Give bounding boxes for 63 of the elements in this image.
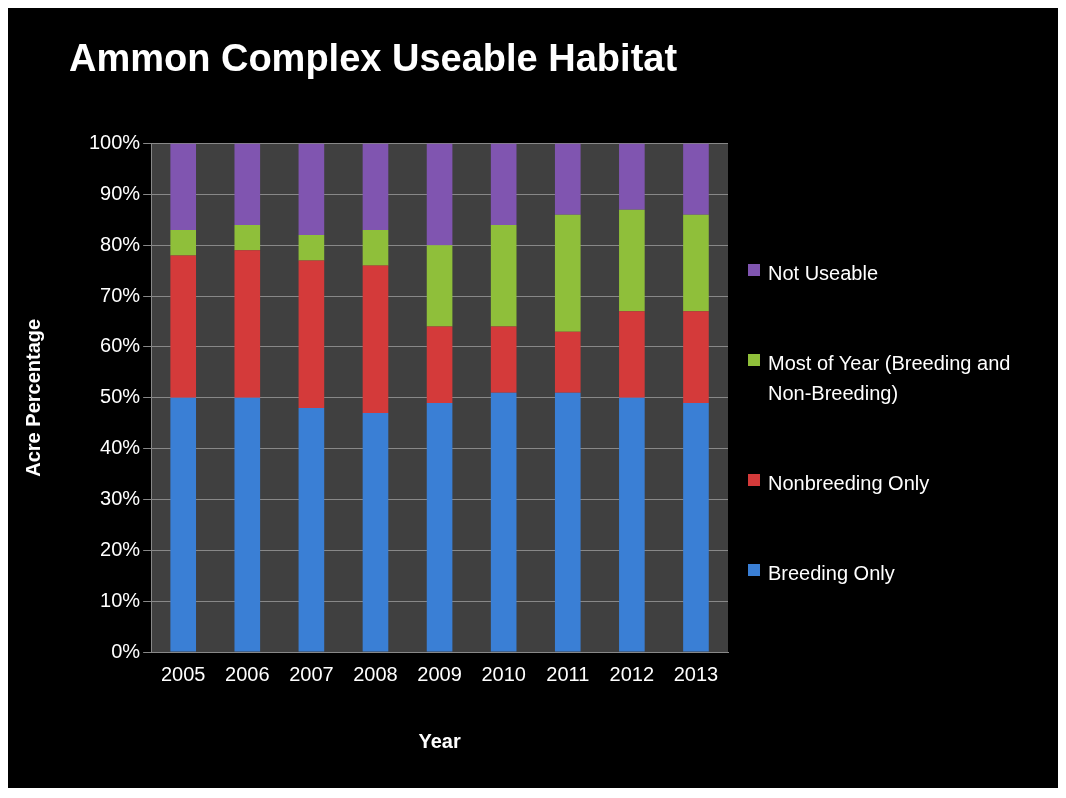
bar	[426, 245, 453, 327]
bar	[490, 392, 517, 652]
bar	[619, 143, 645, 210]
bar	[362, 265, 389, 414]
bar	[298, 260, 325, 408]
bar	[619, 209, 645, 312]
bar	[234, 397, 261, 652]
bar	[554, 214, 581, 332]
bar	[490, 143, 517, 225]
bar	[554, 331, 581, 393]
y-tick-label: 80%	[100, 232, 141, 255]
bar	[619, 397, 645, 652]
bar	[683, 143, 709, 215]
bar	[170, 143, 197, 231]
legend-label: Breeding Only	[768, 561, 895, 586]
x-tick-label: 2006	[225, 662, 270, 685]
bar	[619, 311, 645, 398]
bar	[490, 326, 517, 393]
bar	[683, 311, 709, 403]
bar	[234, 250, 261, 398]
x-tick-label: 2010	[481, 662, 526, 685]
y-tick-label: 90%	[100, 181, 141, 204]
bar	[234, 224, 261, 251]
legend-label: Not Useable	[768, 261, 879, 286]
y-axis-title: Acre Percentage	[21, 318, 44, 477]
x-tick-label: 2013	[673, 662, 719, 685]
y-tick-label: 40%	[100, 436, 141, 459]
bar	[362, 143, 389, 231]
x-tick-label: 2009	[417, 662, 462, 685]
y-tick-label: 30%	[100, 487, 141, 509]
bar	[170, 397, 197, 652]
x-tick-label: 2011	[546, 662, 590, 685]
x-tick-label: 2012	[609, 662, 655, 685]
y-tick-label: 100%	[89, 131, 141, 154]
bar	[554, 143, 581, 215]
y-tick-label: 10%	[100, 588, 141, 611]
bar	[362, 413, 389, 652]
x-tick-label: 2008	[353, 662, 398, 685]
y-tick-label: 60%	[100, 334, 141, 357]
bar	[362, 230, 389, 266]
bar	[426, 326, 453, 403]
bar	[234, 143, 261, 225]
y-tick-label: 50%	[100, 385, 141, 408]
bar	[298, 235, 325, 261]
x-axis-title: Year	[418, 729, 461, 752]
bar	[683, 402, 709, 652]
bar	[683, 214, 709, 312]
legend-label: Nonbreeding Only	[768, 471, 930, 496]
bar	[554, 392, 581, 652]
bar	[426, 143, 453, 246]
y-tick-label: 70%	[100, 283, 141, 306]
bar	[298, 407, 325, 652]
bar	[490, 224, 517, 327]
x-tick-label: 2007	[289, 662, 334, 685]
bar	[170, 230, 197, 256]
chart-title: Ammon Complex Useable Habitat	[68, 37, 678, 80]
bar	[298, 143, 325, 236]
x-tick-label: 2005	[160, 662, 206, 685]
y-tick-label: 20%	[100, 537, 141, 560]
bar	[170, 255, 197, 398]
legend-label: Most of Year (Breeding and Non-Breeding)	[768, 351, 1012, 406]
y-tick-label: 0%	[111, 639, 141, 662]
bar	[426, 402, 453, 652]
